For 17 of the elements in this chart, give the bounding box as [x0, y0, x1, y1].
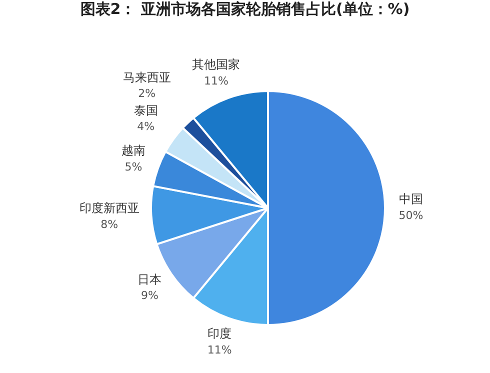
data-label: 8%	[100, 218, 118, 231]
slice-label: 印度新西亚	[79, 201, 140, 216]
data-label: 9%	[141, 289, 158, 302]
slice-label: 泰国	[134, 103, 158, 118]
slice-label: 马来西亚	[122, 70, 171, 84]
chart-title: 图表2： 亚洲市场各国家轮胎销售占比(单位：%)	[79, 0, 411, 20]
data-label: 50%	[398, 208, 424, 222]
data-label: 11%	[207, 343, 232, 356]
data-label: 11%	[204, 74, 228, 88]
data-label: 4%	[137, 120, 155, 134]
slice-label: 日本	[138, 272, 162, 287]
slice-label: 印度	[208, 326, 232, 341]
slice-label: 其他国家	[192, 58, 240, 72]
data-label: 2%	[138, 87, 156, 100]
data-label: 5%	[124, 160, 142, 174]
slice-label: 越南	[121, 144, 146, 158]
slice-label: 中国	[399, 192, 423, 206]
